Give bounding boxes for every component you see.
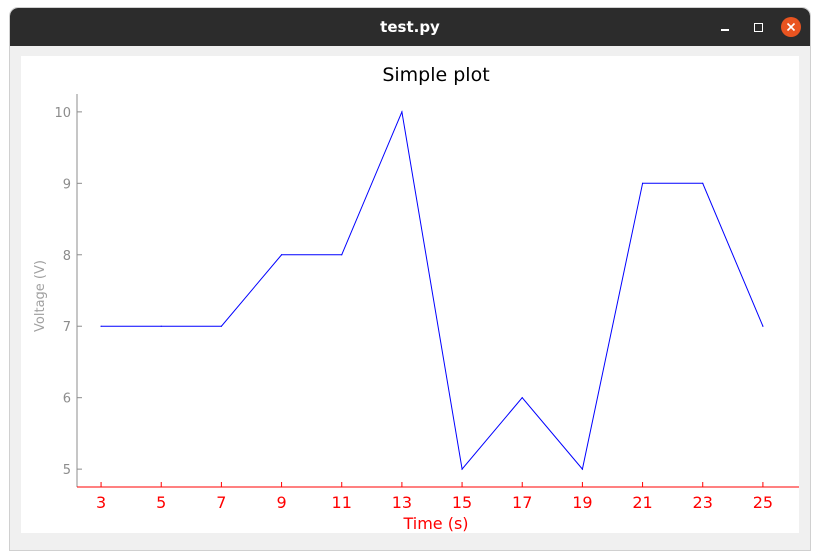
x-tick-label: 17 [512, 493, 532, 512]
data-point [220, 325, 222, 327]
x-tick-label: 5 [156, 493, 166, 512]
y-tick-label: 10 [54, 106, 71, 121]
x-axis-ticks: 3 5 7 9 11 13 15 17 19 21 23 25 [96, 482, 773, 512]
series-layer [100, 110, 764, 471]
data-point [461, 468, 463, 470]
x-tick-label: 19 [572, 493, 592, 512]
plot-canvas: Simple plot 5 6 7 8 9 10 3 5 7 9 11 13 15 17 19 21 23 25… [21, 56, 799, 533]
x-tick-label: 7 [216, 493, 226, 512]
window-title: test.py [380, 18, 440, 36]
x-tick-label: 23 [693, 493, 713, 512]
data-point [641, 182, 644, 184]
x-tick-label: 11 [332, 493, 352, 512]
x-tick-label: 25 [753, 493, 773, 512]
close-icon [786, 22, 796, 32]
x-tick-label: 21 [632, 493, 652, 512]
x-tick-label: 9 [276, 493, 286, 512]
line-chart: Simple plot 5 6 7 8 9 10 3 5 7 9 11 13 15 17 19 21 23 25… [33, 64, 799, 533]
data-point [521, 397, 523, 399]
data-point [100, 325, 102, 327]
app-window: test.py Simple plot 5 6 7 8 9 10 3 5 7 9 11 13 15 17… [10, 8, 810, 550]
data-point [401, 111, 403, 113]
data-point [581, 468, 584, 470]
minimize-button[interactable] [715, 17, 735, 37]
data-point [280, 254, 283, 256]
x-tick-label: 3 [96, 493, 106, 512]
close-button[interactable] [781, 17, 801, 37]
minimize-icon [721, 29, 729, 31]
x-tick-label: 13 [392, 493, 412, 512]
y-tick-label: 9 [63, 177, 71, 192]
y-tick-label: 5 [63, 463, 71, 478]
title-bar[interactable]: test.py [10, 8, 810, 46]
data-point [702, 182, 704, 184]
y-axis-ticks: 5 6 7 8 9 10 [54, 106, 82, 478]
x-axis-label: Time (s) [402, 514, 468, 533]
y-axis-label: Voltage (V) [33, 260, 48, 332]
series-line [101, 110, 764, 471]
y-tick-label: 8 [63, 249, 71, 264]
maximize-icon [753, 22, 763, 32]
y-tick-label: 6 [63, 392, 71, 407]
data-point [341, 254, 343, 256]
data-point [160, 325, 162, 327]
chart-title: Simple plot [382, 64, 489, 86]
x-tick-label: 15 [452, 493, 472, 512]
y-tick-label: 7 [63, 320, 71, 335]
data-point [762, 325, 764, 327]
maximize-button[interactable] [748, 17, 768, 37]
